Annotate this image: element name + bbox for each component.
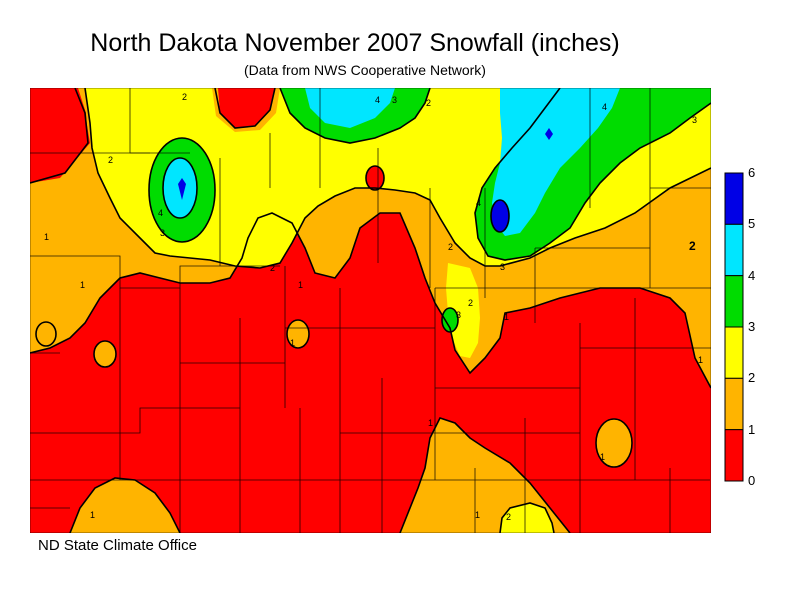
contour-label: 1 xyxy=(80,280,85,290)
legend-bin-0-1 xyxy=(724,429,744,482)
contour-label: 3 xyxy=(160,228,165,238)
contour-label: 3 xyxy=(692,115,697,125)
contour-label: 2 xyxy=(270,263,275,273)
contour-label: 1 xyxy=(698,355,703,365)
contour-label: 1 xyxy=(600,452,605,462)
contour-label: 2 xyxy=(108,155,113,165)
contour-label: 2 xyxy=(689,239,696,253)
map-title: North Dakota November 2007 Snowfall (inc… xyxy=(90,29,620,57)
contour-label: 2 xyxy=(426,98,431,108)
legend-tick-label: 5 xyxy=(748,216,756,232)
contour-label: 1 xyxy=(90,510,95,520)
legend-bin-3-4 xyxy=(724,275,744,328)
contour-label: 4 xyxy=(602,102,607,112)
contour-label: 3 xyxy=(500,262,505,272)
credit-text: ND State Climate Office xyxy=(38,537,197,554)
snowfall-map: 2 4 3 2 4 3 2 4 3 4 2 3 2 1 2 1 1 3 2 1 … xyxy=(30,88,711,533)
contour-label: 2 xyxy=(448,242,453,252)
contour-label: 2 xyxy=(182,92,187,102)
legend-tick-label: 0 xyxy=(748,473,756,488)
legend-tick-label: 4 xyxy=(748,267,756,283)
contour-label: 4 xyxy=(476,198,481,208)
contour-label: 1 xyxy=(504,312,509,322)
legend-bin-4-5 xyxy=(724,223,744,277)
contour-label: 2 xyxy=(468,298,473,308)
contour-label: 1 xyxy=(298,280,303,290)
contour-label: 1 xyxy=(475,510,480,520)
contour-label: 4 xyxy=(158,208,163,218)
contour-label: 3 xyxy=(456,310,461,320)
zone-4-5 xyxy=(305,88,395,128)
contour-label: 4 xyxy=(375,95,380,105)
legend-tick-label: 1 xyxy=(748,421,756,437)
legend-bin-2-3 xyxy=(724,326,744,379)
color-legend xyxy=(724,172,744,482)
map-subtitle: (Data from NWS Cooperative Network) xyxy=(244,62,486,78)
legend-tick-label: 3 xyxy=(748,319,756,334)
legend-tick-label: 6 xyxy=(748,165,756,180)
legend-bin-5-6 xyxy=(724,172,744,225)
contour-label: 1 xyxy=(290,338,295,348)
legend-tick-label: 2 xyxy=(748,370,756,386)
contour-label: 1 xyxy=(428,418,433,428)
zone-5-6 xyxy=(178,178,186,200)
contour-label: 3 xyxy=(392,95,397,105)
contour-label: 2 xyxy=(506,512,511,522)
contour-label: 1 xyxy=(44,232,49,242)
legend-bin-1-2 xyxy=(724,377,744,431)
